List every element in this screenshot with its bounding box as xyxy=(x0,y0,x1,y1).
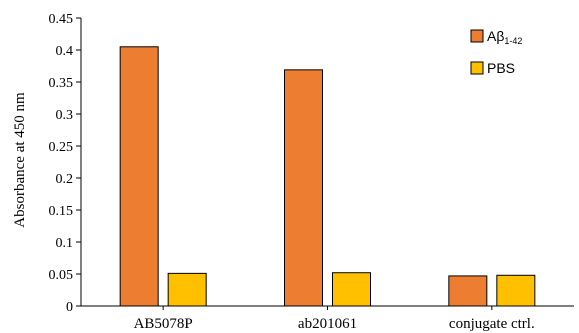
legend: Aβ1-42 PBS xyxy=(470,28,522,76)
y-axis-label: Absorbance at 450 nm xyxy=(12,92,28,228)
bar-pbs-0 xyxy=(167,272,207,307)
x-tick-label: conjugate ctrl. xyxy=(449,316,535,332)
legend-label: PBS xyxy=(487,60,515,76)
legend-label-subscript: 1-42 xyxy=(504,36,522,46)
bar-abeta-2 xyxy=(448,275,488,307)
legend-swatch xyxy=(470,29,484,43)
bar-abeta-0 xyxy=(119,46,159,307)
y-tick-label: 0.45 xyxy=(49,12,74,27)
y-tick-label: 0.3 xyxy=(56,108,74,123)
chart-bars xyxy=(119,46,536,307)
bar-abeta-1 xyxy=(284,69,323,307)
y-tick-label: 0 xyxy=(66,300,73,315)
y-tick-label: 0.35 xyxy=(49,76,74,91)
legend-swatch xyxy=(470,61,484,75)
x-tick-label: ab201061 xyxy=(298,316,357,332)
y-tick-label: 0.4 xyxy=(56,44,74,59)
y-tick-label: 0.25 xyxy=(49,140,74,155)
legend-label: Aβ1-42 xyxy=(487,28,522,46)
y-tick-label: 0.1 xyxy=(56,236,74,251)
x-tick-label: AB5078P xyxy=(134,316,193,332)
chart-axes xyxy=(76,17,574,310)
y-tick-label: 0.05 xyxy=(49,268,74,283)
y-tick-label: 0.2 xyxy=(56,172,74,187)
bar-pbs-2 xyxy=(496,274,536,307)
x-tick-labels: AB5078P ab201061 conjugate ctrl. xyxy=(134,316,535,332)
y-tick-label: 0.15 xyxy=(49,204,74,219)
bar-pbs-1 xyxy=(332,272,371,307)
y-tick-labels: 0 0.05 0.1 0.15 0.2 0.25 0.3 0.35 0.4 0.45 xyxy=(49,12,74,315)
